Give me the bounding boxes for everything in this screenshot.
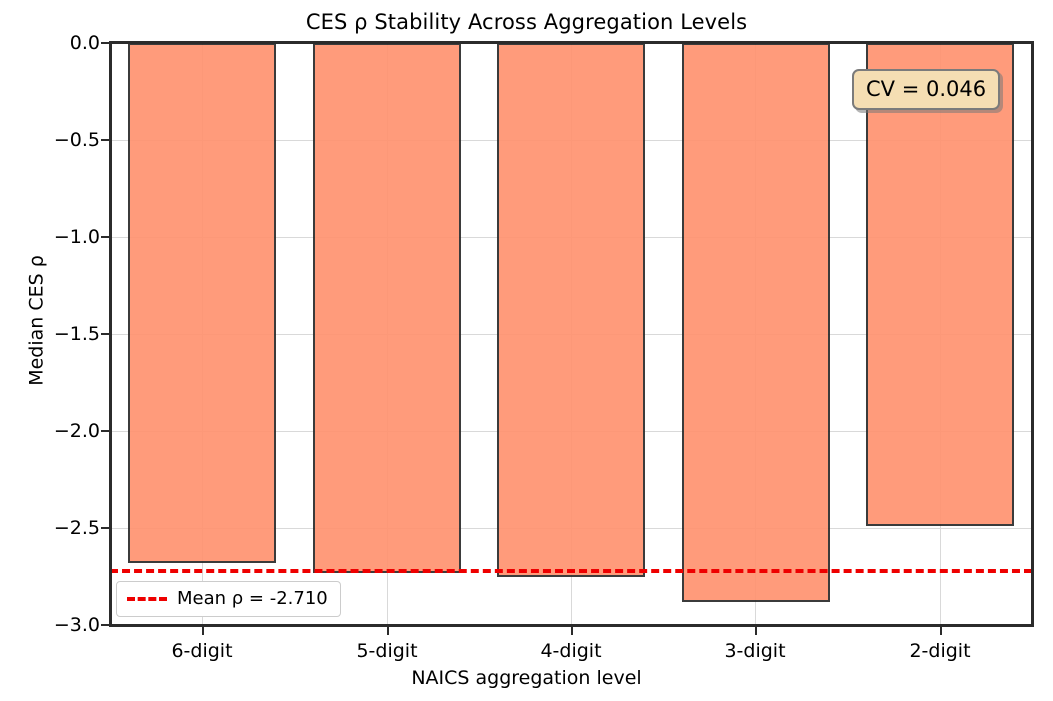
y-tick-label: −3.0: [53, 614, 100, 636]
x-tick-label: 3-digit: [724, 640, 786, 662]
chart-title: CES ρ Stability Across Aggregation Level…: [305, 10, 748, 34]
y-tick-label: 0.0: [69, 32, 100, 54]
y-tick-label: −2.0: [53, 420, 100, 442]
y-tick-mark: [101, 42, 109, 44]
y-tick-label: −1.5: [53, 323, 100, 345]
x-tick-mark: [940, 627, 942, 635]
chart-legend: Mean ρ = -2.710: [116, 581, 341, 617]
y-axis-label: Median CES ρ: [25, 255, 48, 386]
y-tick-label: −2.5: [53, 517, 100, 539]
axis-spine-bottom: [110, 624, 1034, 627]
y-tick-mark: [101, 236, 109, 238]
axis-spine-left: [109, 41, 112, 627]
axis-spine-top: [110, 41, 1034, 44]
y-tick-mark: [101, 527, 109, 529]
x-tick-mark: [571, 627, 573, 635]
axis-spine-right: [1031, 41, 1034, 627]
mean-reference-line: [110, 568, 1032, 573]
bar: [128, 43, 276, 563]
plot-area: [110, 43, 1032, 626]
bar: [313, 43, 461, 573]
bar: [497, 43, 645, 577]
x-tick-mark: [387, 627, 389, 635]
x-tick-label: 2-digit: [909, 640, 971, 662]
y-tick-mark: [101, 139, 109, 141]
bar: [682, 43, 830, 602]
x-tick-mark: [755, 627, 757, 635]
y-tick-label: −1.0: [53, 226, 100, 248]
y-tick-mark: [101, 430, 109, 432]
bar: [866, 43, 1014, 527]
cv-annotation-box: CV = 0.046: [852, 69, 1001, 110]
legend-swatch-mean-line: [127, 597, 167, 601]
x-tick-label: 4-digit: [540, 640, 602, 662]
y-tick-mark: [101, 624, 109, 626]
x-tick-label: 5-digit: [356, 640, 418, 662]
x-axis-label: NAICS aggregation level: [411, 667, 642, 689]
x-tick-mark: [202, 627, 204, 635]
x-tick-label: 6-digit: [171, 640, 233, 662]
legend-label-mean-line: Mean ρ = -2.710: [177, 588, 328, 609]
y-tick-mark: [101, 333, 109, 335]
y-tick-label: −0.5: [53, 129, 100, 151]
